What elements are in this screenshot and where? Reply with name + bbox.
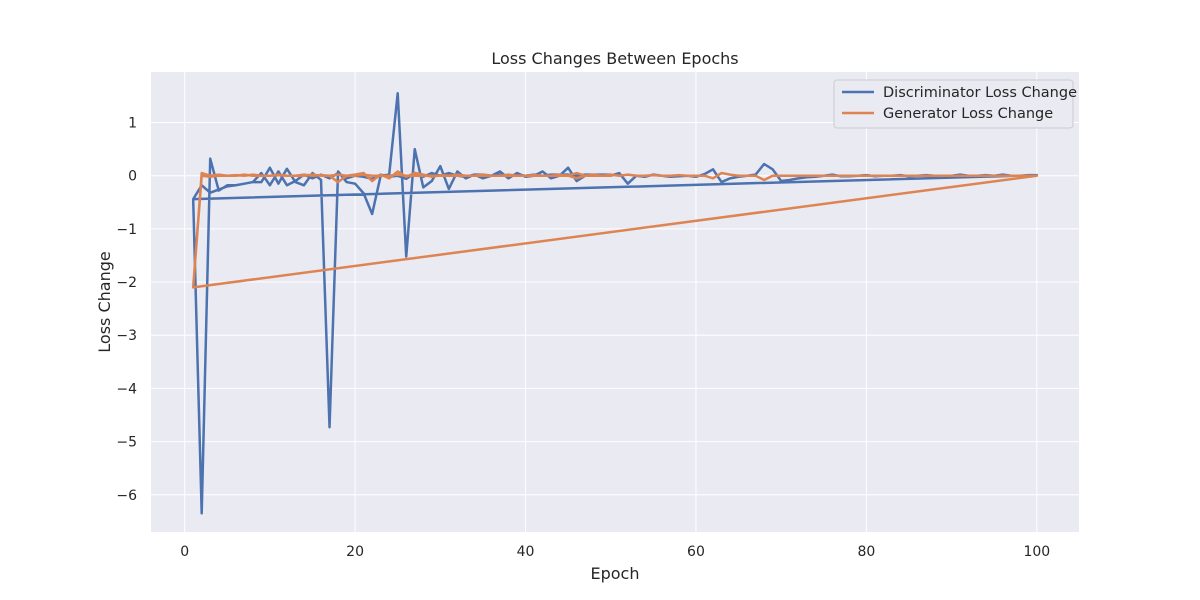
y-tick-label: −2 [116, 275, 137, 291]
x-tick-label: 80 [857, 544, 875, 560]
y-tick-label: −6 [116, 488, 137, 504]
x-tick-label: 60 [687, 544, 705, 560]
y-tick-labels: −6 −5 −4 −3 −2 −1 0 1 [116, 116, 137, 504]
legend: Discriminator Loss Change Generator Loss… [833, 79, 1077, 129]
y-tick-label: 0 [128, 169, 137, 185]
y-tick-label: −4 [116, 381, 137, 397]
y-tick-label: −1 [116, 222, 137, 238]
plot-background [151, 72, 1079, 532]
chart-title: Loss Changes Between Epochs [491, 49, 738, 68]
y-tick-label: −5 [116, 435, 137, 451]
y-axis-label: Loss Change [95, 251, 114, 352]
x-tick-label: 100 [1023, 544, 1050, 560]
legend-label-generator: Generator Loss Change [883, 106, 1053, 122]
x-axis-label: Epoch [591, 564, 640, 583]
x-tick-label: 20 [346, 544, 364, 560]
x-tick-labels: 0 20 40 60 80 100 [180, 544, 1050, 560]
legend-label-discriminator: Discriminator Loss Change [883, 85, 1077, 101]
y-tick-label: −3 [116, 328, 137, 344]
y-tick-label: 1 [128, 116, 137, 132]
legend-box [833, 79, 1074, 129]
generator-loss-line [191, 170, 1039, 289]
series-lines [191, 92, 1039, 515]
x-tick-label: 0 [180, 544, 189, 560]
x-tick-label: 40 [517, 544, 535, 560]
